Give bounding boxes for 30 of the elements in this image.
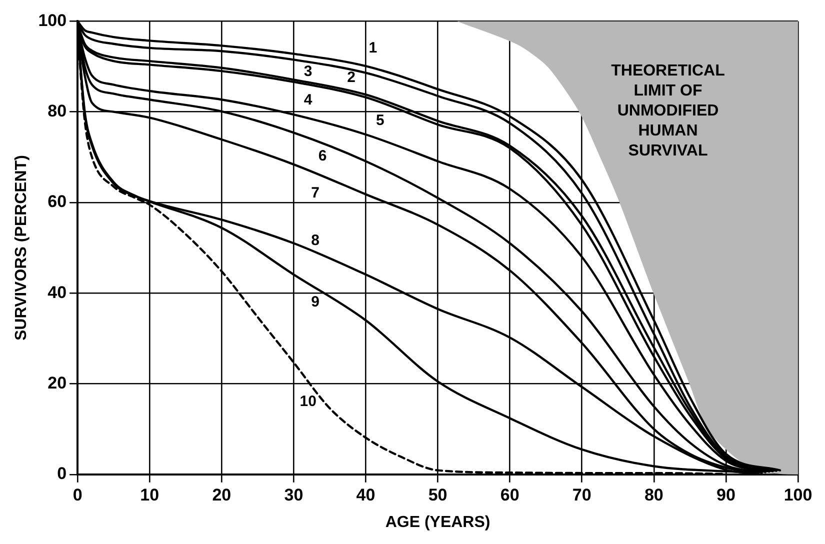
x-tick-label: 0 [72,485,82,504]
x-tick-label: 80 [644,485,664,504]
y-tick-label: 40 [48,282,67,302]
y-axis-title: SURVIVORS (PERCENT) [13,155,30,341]
series-label: 5 [376,112,384,130]
series-label: 7 [311,184,320,202]
y-tick-label: 0 [57,464,67,484]
x-tick-label: 10 [140,485,160,504]
x-tick-label: 40 [356,485,376,504]
series-label: 4 [304,92,313,109]
y-tick-label: 100 [38,10,67,30]
series-label: 10 [300,393,316,410]
x-axis-title: AGE (YEARS) [385,514,490,531]
x-tick-label: 30 [284,485,304,504]
series-label: 6 [318,147,327,164]
x-tick-label: 50 [428,485,448,504]
y-tick-label: 20 [48,373,67,392]
x-tick-label: 60 [500,485,520,504]
series-label: 3 [304,63,312,80]
series-label: 9 [311,293,320,310]
annotation: THEORETICAL LIMIT OF UNMODIFIED HUMAN SURVIVAL [611,62,726,160]
x-tick-label: 100 [784,485,812,504]
x-tick-label: 90 [716,485,736,504]
y-tick-label: 80 [48,102,67,121]
series-label: 1 [368,40,378,57]
x-tick-label: 20 [212,485,232,504]
y-tick-label: 60 [48,192,67,212]
series-label: 8 [311,232,320,250]
series-label: 2 [347,68,356,86]
x-tick-label: 70 [572,485,592,504]
